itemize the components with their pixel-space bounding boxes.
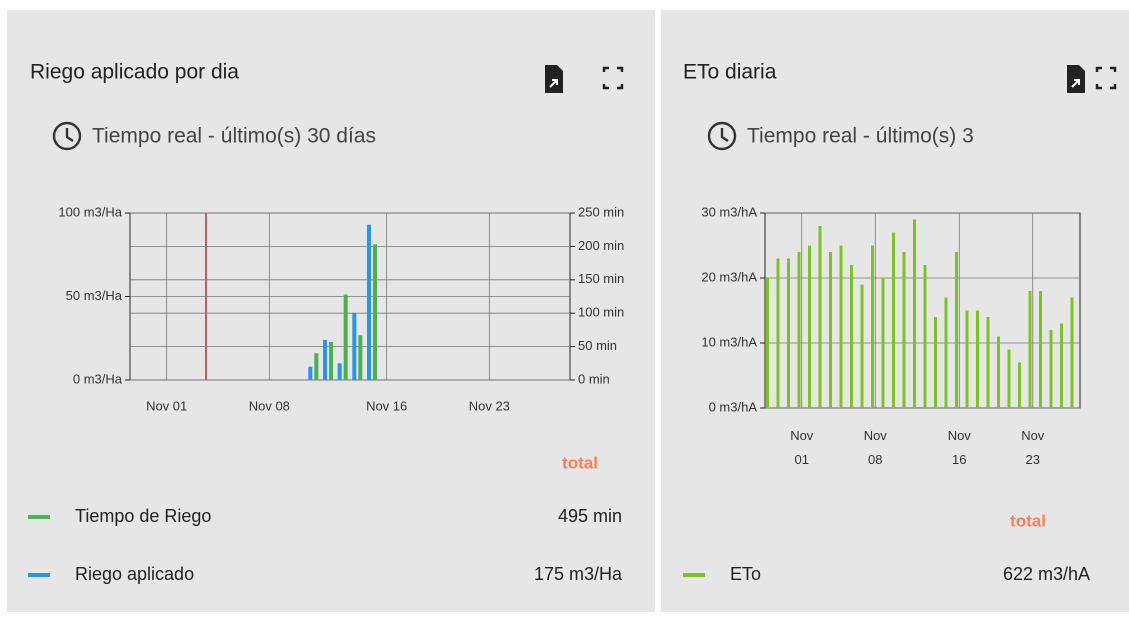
legend-label: Riego aplicado (75, 564, 194, 584)
bar (839, 245, 843, 408)
bar (797, 252, 801, 408)
y-tick-label: 20 m3/hA (701, 269, 757, 284)
bar (1018, 362, 1021, 408)
total-heading: total (1010, 511, 1046, 530)
x-tick-label: Nov 01 (146, 398, 187, 413)
panel-left (7, 10, 655, 612)
y2-tick-label: 150 min (578, 271, 624, 286)
y-tick-label: 0 m3/Ha (73, 371, 123, 386)
x-tick-label: Nov 08 (864, 428, 888, 467)
bar (352, 313, 357, 380)
bar (1039, 291, 1042, 408)
bar (902, 252, 906, 408)
bar (1028, 291, 1032, 408)
bar (337, 363, 342, 380)
bar (860, 284, 864, 408)
bar (934, 317, 937, 408)
legend-label: ETo (730, 564, 761, 584)
bar (976, 310, 979, 408)
y2-tick-label: 0 min (578, 371, 610, 386)
bar (1049, 330, 1053, 408)
y2-tick-label: 50 min (578, 338, 617, 353)
clock-icon (52, 121, 82, 151)
bar (329, 341, 333, 380)
bar (1070, 297, 1074, 408)
x-tick-label: Nov 23 (469, 398, 510, 413)
bar (997, 336, 1000, 408)
y2-tick-label: 200 min (578, 238, 624, 253)
panel-title: ETo diaria (683, 61, 777, 84)
y2-tick-label: 250 min (578, 204, 624, 219)
bar (787, 258, 790, 408)
bar (850, 265, 853, 408)
bar (913, 219, 916, 408)
bar (818, 226, 822, 408)
y-tick-label: 50 m3/Ha (66, 288, 123, 303)
clock-icon (707, 121, 737, 151)
y-tick-label: 100 m3/Ha (58, 204, 122, 219)
y-tick-label: 30 m3/hA (701, 204, 757, 219)
bar (808, 245, 811, 408)
total-heading: total (562, 453, 598, 472)
legend-total: 622 m3/hA (1003, 564, 1090, 584)
y2-tick-label: 100 min (578, 305, 624, 320)
bar (367, 224, 371, 380)
x-tick-label: Nov 08 (249, 398, 290, 413)
fullscreen-icon[interactable] (1095, 66, 1117, 90)
bar (881, 278, 885, 408)
panel-subtitle: Tiempo real - último(s) 30 días (92, 125, 376, 148)
fullscreen-icon[interactable] (602, 66, 624, 90)
x-tick-label: Nov 23 (1021, 428, 1045, 467)
x-tick-label: Nov 01 (790, 428, 814, 467)
legend-total: 495 min (558, 506, 622, 526)
panel-title: Riego aplicado por dia (30, 61, 239, 84)
bar (944, 297, 948, 408)
bar (314, 353, 319, 380)
bar (358, 335, 363, 380)
bar (923, 265, 927, 408)
bar (986, 317, 990, 408)
bar (892, 232, 895, 408)
export-icon[interactable] (1067, 65, 1085, 93)
bar (776, 258, 780, 408)
bar (323, 339, 327, 380)
bar (308, 366, 313, 380)
bar (1007, 349, 1011, 408)
export-icon[interactable] (545, 65, 563, 93)
bar (829, 252, 832, 408)
panel-subtitle: Tiempo real - último(s) 3 (747, 125, 974, 148)
x-tick-label: Nov 16 (948, 428, 972, 467)
bar (965, 310, 969, 408)
bar (955, 252, 958, 408)
bar (766, 278, 769, 408)
bar (373, 244, 377, 380)
x-tick-label: Nov 16 (366, 398, 407, 413)
y-tick-label: 0 m3/hA (709, 399, 758, 414)
bar (343, 294, 348, 380)
bar (871, 245, 874, 408)
y-tick-label: 10 m3/hA (701, 334, 757, 349)
legend-total: 175 m3/Ha (534, 564, 623, 584)
bar (1060, 323, 1063, 408)
legend-label: Tiempo de Riego (75, 506, 211, 526)
